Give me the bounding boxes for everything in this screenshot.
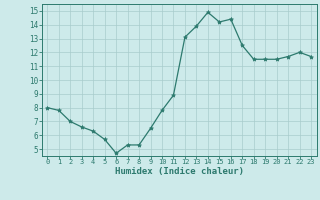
X-axis label: Humidex (Indice chaleur): Humidex (Indice chaleur) <box>115 167 244 176</box>
